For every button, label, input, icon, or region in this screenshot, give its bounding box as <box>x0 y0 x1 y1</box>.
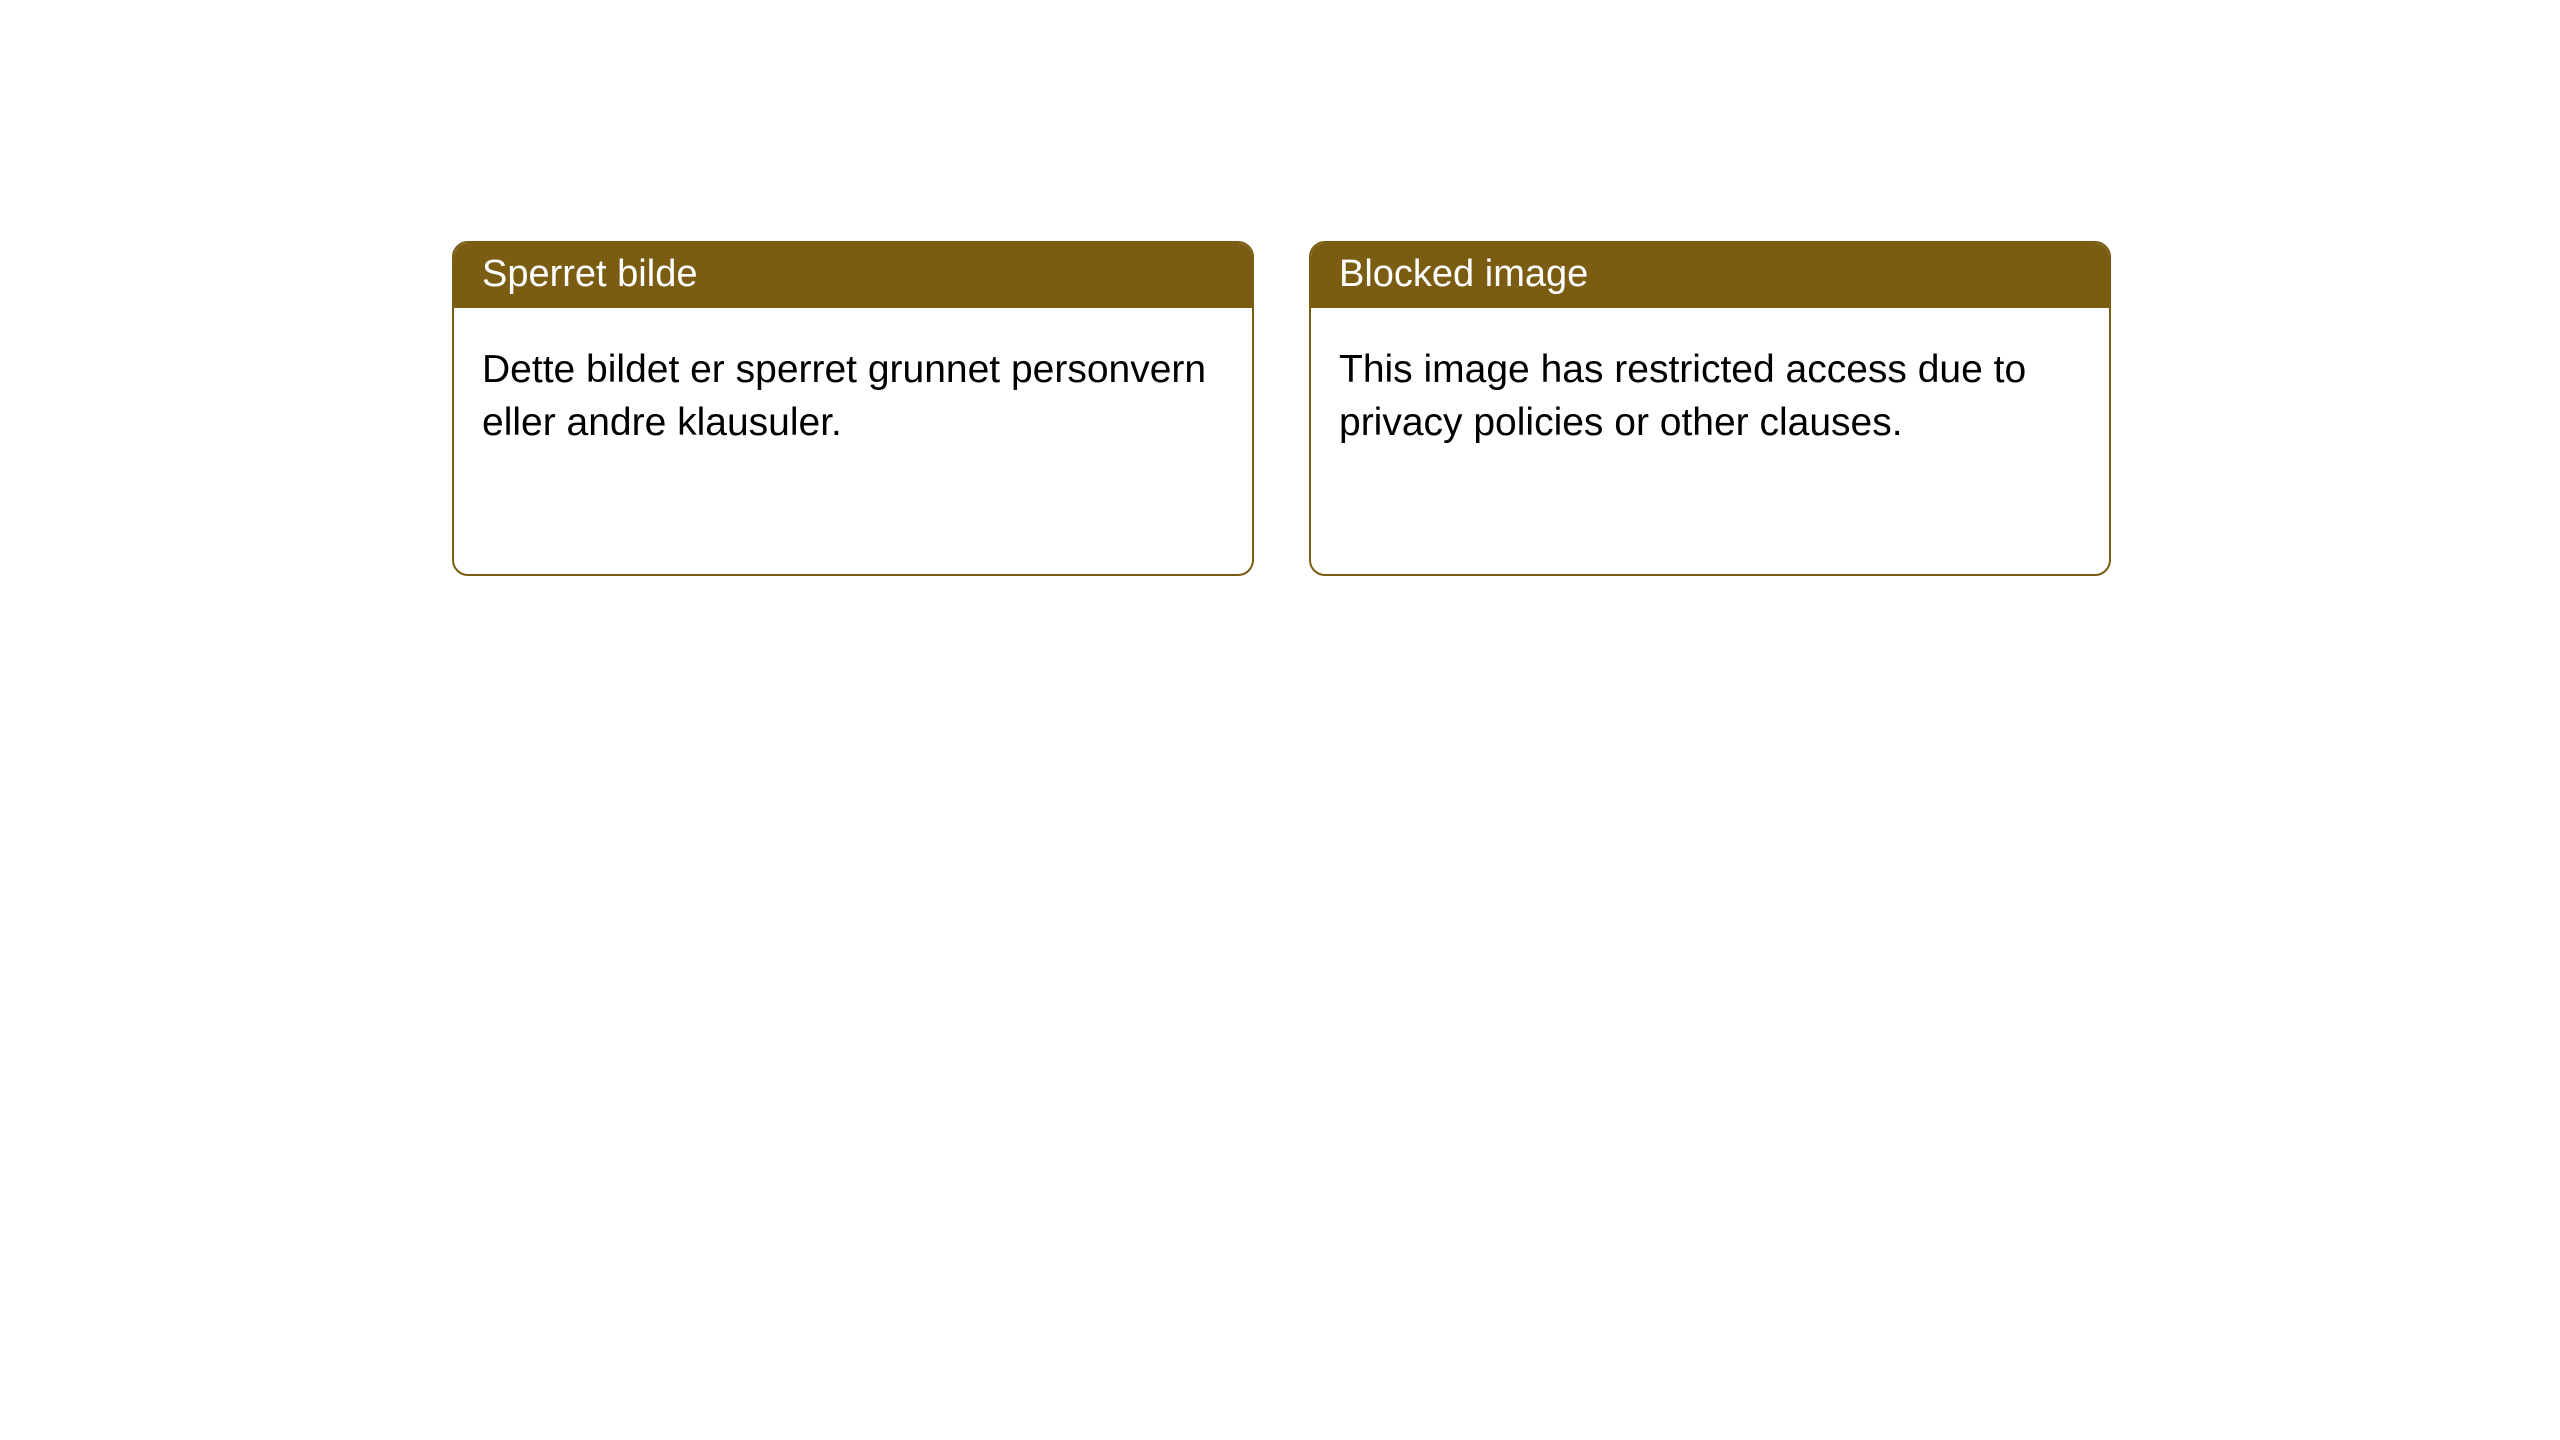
notice-header: Blocked image <box>1311 243 2109 308</box>
notice-body: This image has restricted access due to … <box>1311 308 2109 477</box>
notice-card-english: Blocked image This image has restricted … <box>1309 241 2111 576</box>
notice-container: Sperret bilde Dette bildet er sperret gr… <box>452 241 2111 576</box>
notice-text: This image has restricted access due to … <box>1339 348 2026 444</box>
notice-text: Dette bildet er sperret grunnet personve… <box>482 348 1206 444</box>
notice-body: Dette bildet er sperret grunnet personve… <box>454 308 1252 477</box>
notice-card-norwegian: Sperret bilde Dette bildet er sperret gr… <box>452 241 1254 576</box>
notice-title: Sperret bilde <box>482 253 697 295</box>
notice-header: Sperret bilde <box>454 243 1252 308</box>
notice-title: Blocked image <box>1339 253 1588 295</box>
